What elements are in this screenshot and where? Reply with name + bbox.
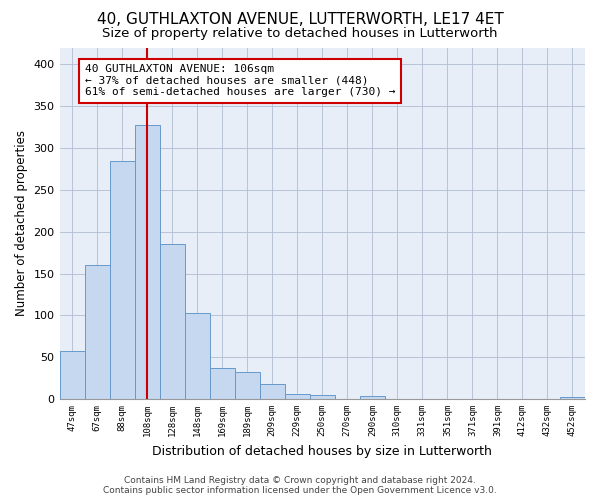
Bar	[310, 395, 335, 399]
Bar	[185, 313, 209, 399]
Text: Contains HM Land Registry data © Crown copyright and database right 2024.
Contai: Contains HM Land Registry data © Crown c…	[103, 476, 497, 495]
Bar	[560, 396, 585, 399]
Text: 40 GUTHLAXTON AVENUE: 106sqm
← 37% of detached houses are smaller (448)
61% of s: 40 GUTHLAXTON AVENUE: 106sqm ← 37% of de…	[85, 64, 395, 98]
Text: Size of property relative to detached houses in Lutterworth: Size of property relative to detached ho…	[102, 28, 498, 40]
Bar	[59, 352, 85, 399]
Bar	[260, 384, 285, 399]
Bar	[285, 394, 310, 399]
Bar	[209, 368, 235, 399]
Bar	[360, 396, 385, 399]
Text: 40, GUTHLAXTON AVENUE, LUTTERWORTH, LE17 4ET: 40, GUTHLAXTON AVENUE, LUTTERWORTH, LE17…	[97, 12, 503, 28]
Bar	[110, 162, 134, 399]
Bar	[160, 244, 185, 399]
Bar	[235, 372, 260, 399]
Bar	[134, 124, 160, 399]
Y-axis label: Number of detached properties: Number of detached properties	[15, 130, 28, 316]
X-axis label: Distribution of detached houses by size in Lutterworth: Distribution of detached houses by size …	[152, 444, 492, 458]
Bar	[85, 265, 110, 399]
